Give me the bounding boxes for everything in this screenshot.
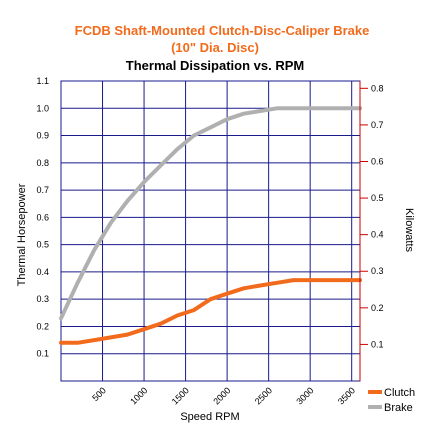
series-line-clutch	[59, 278, 362, 345]
series-line-brake	[59, 106, 362, 321]
y-axis-left-label: Thermal Horsepower	[16, 183, 28, 286]
x-tick-label-4: 2500	[253, 385, 274, 406]
y-left-tick-label-1: 0.2	[36, 321, 49, 331]
chart-title: FCDB Shaft-Mounted Clutch-Disc-Caliper B…	[75, 23, 370, 38]
y-left-tick-label-5: 0.6	[36, 212, 49, 222]
y-left-tick-label-10: 1.1	[36, 76, 49, 86]
x-tick-label-5: 3000	[294, 385, 315, 406]
y-left-tick-label-4: 0.5	[36, 240, 49, 250]
x-tick-label-1: 1000	[128, 385, 149, 406]
y-right-tick-label-1: 0.2	[371, 303, 384, 313]
legend-label-brake: Brake	[384, 402, 413, 414]
legend: Clutch Brake	[368, 387, 415, 414]
y-left-tick-label-3: 0.4	[36, 267, 49, 277]
x-axis-ticks: 500 1000 1500 2000 2500 3000 3500	[90, 385, 357, 406]
series-lines	[59, 106, 362, 345]
y-right-tick-label-5: 0.6	[371, 156, 384, 166]
chart-heading: Thermal Dissipation vs. RPM	[126, 58, 304, 73]
x-tick-label-2: 1500	[170, 385, 191, 406]
y-left-tick-label-7: 0.8	[36, 158, 49, 168]
y-axis-right-label: Kilowatts	[403, 208, 415, 253]
y-left-tick-label-0: 0.1	[36, 349, 49, 359]
y-left-tick-label-9: 1.0	[36, 103, 49, 113]
y-right-tick-label-6: 0.7	[371, 120, 384, 130]
y-right-tick-label-0: 0.1	[371, 339, 384, 349]
left-axis-ticks: 0.1 0.2 0.3 0.4 0.5 0.6 0.7 0.8 0.9 1.0 1.1	[36, 76, 49, 359]
y-right-tick-label-4: 0.5	[371, 193, 384, 203]
y-left-tick-label-8: 0.9	[36, 131, 49, 141]
chart-subtitle: (10" Dia. Disc)	[171, 40, 259, 55]
y-right-tick-label-3: 0.4	[371, 230, 384, 240]
y-left-tick-label-2: 0.3	[36, 294, 49, 304]
y-right-tick-label-2: 0.3	[371, 266, 384, 276]
y-left-tick-label-6: 0.7	[36, 185, 49, 195]
x-tick-label-6: 3500	[336, 385, 357, 406]
legend-label-clutch: Clutch	[384, 387, 415, 399]
right-axis-ticks: 0.1 0.2 0.3 0.4 0.5 0.6 0.7 0.8	[359, 81, 384, 381]
x-tick-label-3: 2000	[211, 385, 232, 406]
x-tick-label-0: 500	[90, 385, 108, 403]
x-axis-label: Speed RPM	[180, 411, 239, 423]
y-right-tick-label-7: 0.8	[371, 83, 384, 93]
